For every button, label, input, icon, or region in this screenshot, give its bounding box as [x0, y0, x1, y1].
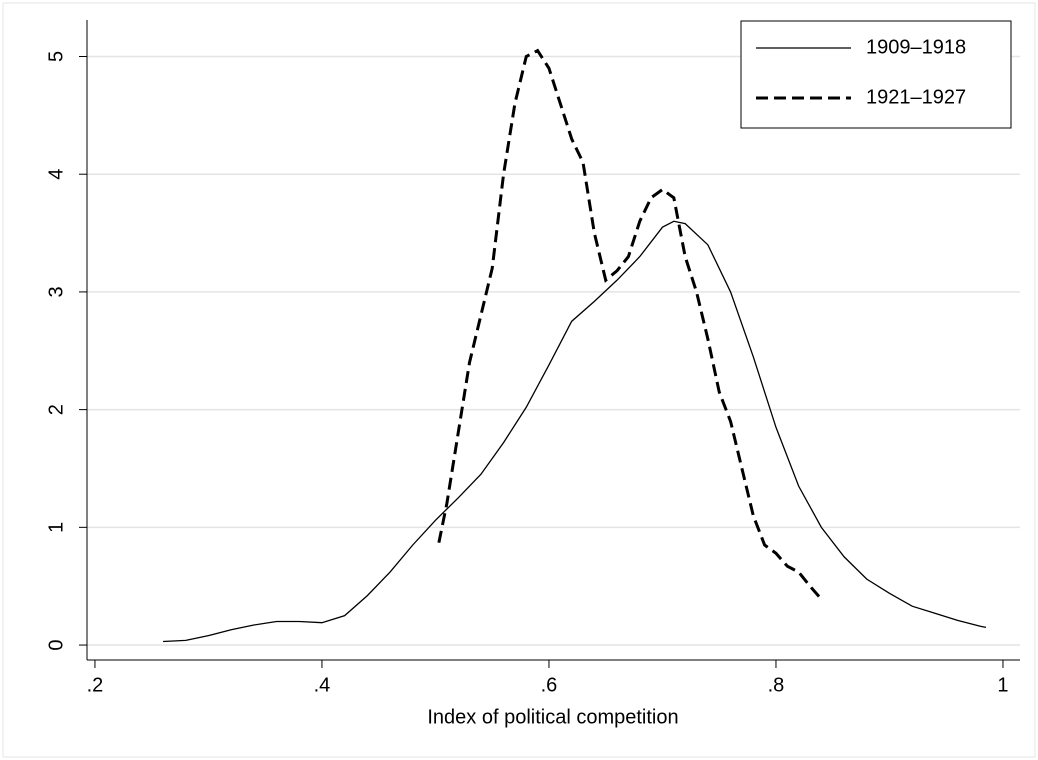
y-tick-label: 5 — [45, 51, 67, 62]
x-tick-label: .8 — [768, 674, 785, 696]
legend-box — [740, 20, 1012, 129]
x-tick-label: .2 — [87, 674, 104, 696]
density-line — [163, 220, 987, 643]
y-tick-label: 3 — [45, 286, 67, 297]
y-tick-label: 2 — [45, 404, 67, 415]
x-tick-label: 1 — [997, 674, 1008, 696]
y-tick-label: 1 — [45, 522, 67, 533]
legend-label: 1921–1927 — [866, 86, 966, 108]
x-tick-label: .6 — [541, 674, 558, 696]
x-tick-label: .4 — [314, 674, 331, 696]
y-tick-label: 4 — [45, 169, 67, 180]
legend: 1909–1918 1921–1927 — [740, 20, 1012, 129]
legend-label: 1909–1918 — [866, 36, 966, 58]
x-axis-label: Index of political competition — [427, 706, 678, 728]
density-line — [437, 48, 823, 601]
y-tick-label: 0 — [45, 639, 67, 650]
